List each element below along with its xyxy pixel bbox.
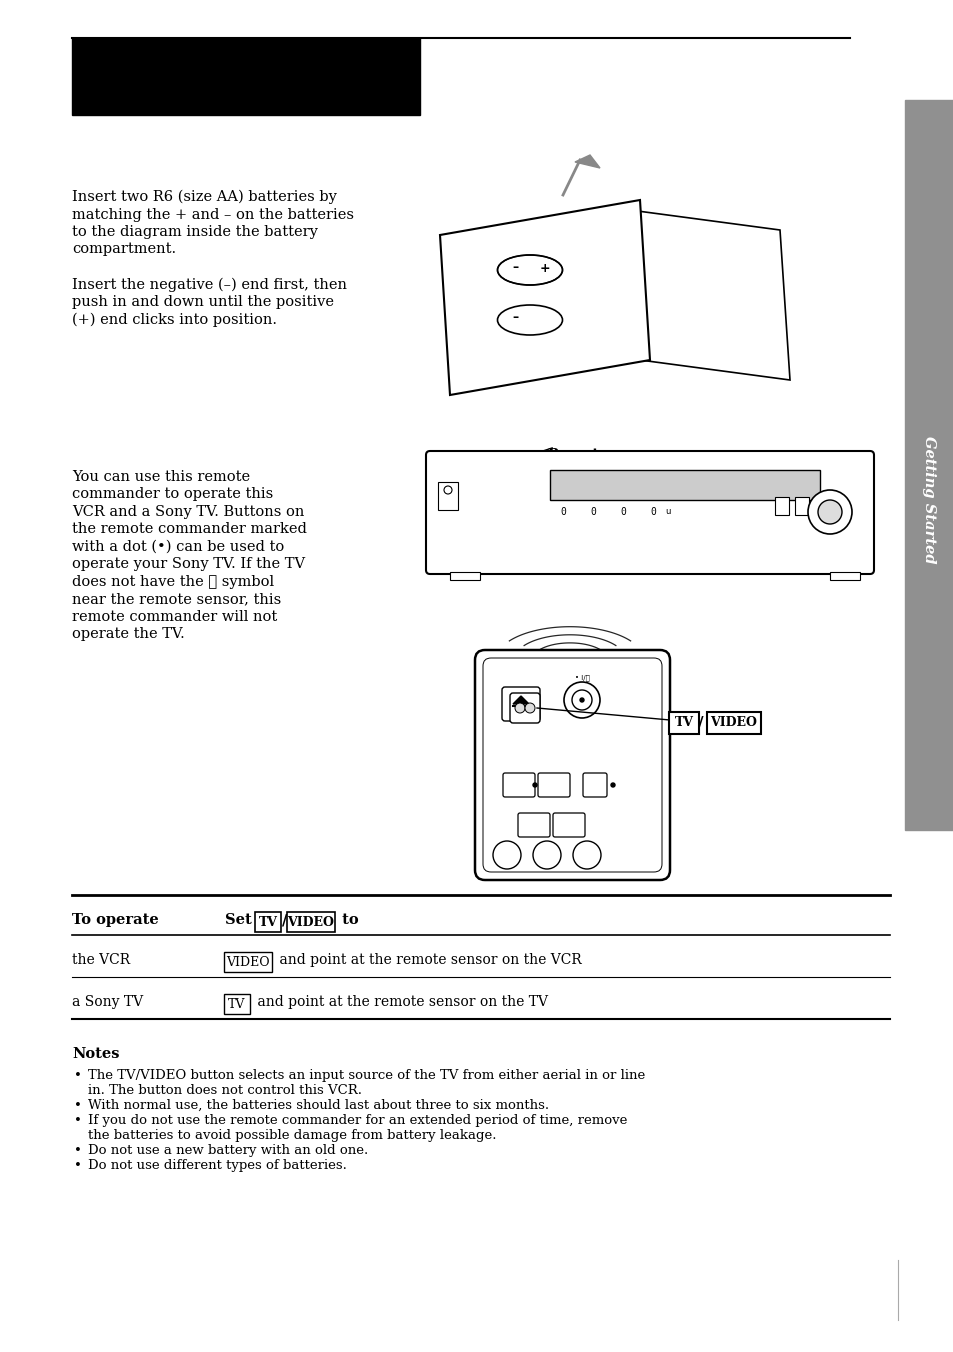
Circle shape [493,841,520,869]
Circle shape [817,500,841,525]
Text: /: / [698,717,703,730]
Circle shape [563,681,599,718]
FancyBboxPatch shape [254,913,281,932]
Bar [794,498,808,515]
FancyBboxPatch shape [537,773,569,796]
Text: VIDEO: VIDEO [287,915,335,929]
Text: operate the TV.: operate the TV. [71,627,185,641]
Text: the batteries to avoid possible damage from battery leakage.: the batteries to avoid possible damage f… [88,1129,496,1142]
Text: near the remote sensor, this: near the remote sensor, this [71,592,281,607]
FancyBboxPatch shape [706,713,760,734]
Text: 0: 0 [559,507,565,516]
Text: Set: Set [225,913,256,927]
Circle shape [515,703,524,713]
Circle shape [579,698,583,702]
FancyBboxPatch shape [224,952,272,972]
Text: •: • [74,1159,82,1172]
Text: •: • [74,1144,82,1157]
Text: Remote sensor: Remote sensor [547,448,663,462]
Text: a Sony TV: a Sony TV [71,995,143,1009]
Polygon shape [513,696,529,704]
Bar [829,572,859,580]
Ellipse shape [497,306,562,335]
Text: 0: 0 [589,507,596,516]
Text: •: • [74,1069,82,1082]
Text: compartment.: compartment. [71,242,176,257]
Circle shape [807,489,851,534]
FancyBboxPatch shape [482,658,661,872]
Text: operate your Sony TV. If the TV: operate your Sony TV. If the TV [71,557,305,572]
Text: VIDEO: VIDEO [710,717,757,730]
Text: to the diagram inside the battery: to the diagram inside the battery [71,224,317,239]
Text: –: – [512,261,517,274]
Ellipse shape [497,256,562,285]
Text: and point at the remote sensor on the TV: and point at the remote sensor on the TV [253,995,547,1009]
Text: Insert the negative (–) end first, then: Insert the negative (–) end first, then [71,277,347,292]
Text: +: + [539,261,550,274]
Polygon shape [629,210,789,380]
Text: commander to operate this: commander to operate this [71,488,273,502]
Text: u: u [664,507,670,516]
Text: Insert two R6 (size AA) batteries by: Insert two R6 (size AA) batteries by [71,191,336,204]
Text: and point at the remote sensor on the VCR: and point at the remote sensor on the VC… [274,953,581,967]
Polygon shape [439,200,649,395]
Text: (+) end clicks into position.: (+) end clicks into position. [71,312,276,327]
FancyBboxPatch shape [510,694,539,723]
Text: Notes: Notes [71,1046,119,1061]
Circle shape [524,703,535,713]
FancyBboxPatch shape [475,650,669,880]
FancyBboxPatch shape [553,813,584,837]
Text: TV: TV [258,915,277,929]
Bar [437,483,457,510]
FancyBboxPatch shape [501,687,539,721]
Text: The TV/VIDEO button selects an input source of the TV from either aerial in or l: The TV/VIDEO button selects an input sou… [88,1069,644,1082]
Circle shape [572,690,592,710]
Bar [450,572,479,580]
FancyBboxPatch shape [502,773,535,796]
Text: Getting Started: Getting Started [921,437,935,564]
Text: in. The button does not control this VCR.: in. The button does not control this VCR… [88,1084,361,1096]
Bar [71,38,419,115]
Text: –: – [512,311,517,324]
Text: Do not use different types of batteries.: Do not use different types of batteries. [88,1159,347,1172]
Text: TV: TV [228,998,246,1010]
FancyBboxPatch shape [668,713,699,734]
Circle shape [533,783,537,787]
Bar [774,498,788,515]
FancyBboxPatch shape [426,452,873,575]
Circle shape [443,485,452,493]
Text: •: • [74,1114,82,1128]
Polygon shape [575,155,599,168]
Bar [904,100,953,830]
Text: TV: TV [674,717,693,730]
Text: with a dot (•) can be used to: with a dot (•) can be used to [71,539,284,554]
FancyBboxPatch shape [582,773,606,796]
Text: VIDEO: VIDEO [226,956,270,968]
Circle shape [573,841,600,869]
Text: /: / [282,913,287,927]
Text: matching the + and – on the batteries: matching the + and – on the batteries [71,207,354,222]
Text: VCR and a Sony TV. Buttons on: VCR and a Sony TV. Buttons on [71,506,304,519]
Text: the VCR: the VCR [71,953,130,967]
Text: If you do not use the remote commander for an extended period of time, remove: If you do not use the remote commander f… [88,1114,627,1128]
Text: With normal use, the batteries should last about three to six months.: With normal use, the batteries should la… [88,1099,549,1111]
Bar [550,470,820,500]
FancyBboxPatch shape [287,913,335,932]
FancyBboxPatch shape [517,813,550,837]
Text: • I/⏻: • I/⏻ [574,675,589,681]
Text: 0: 0 [619,507,625,516]
Circle shape [533,841,560,869]
FancyBboxPatch shape [224,994,250,1014]
Text: the remote commander marked: the remote commander marked [71,522,307,537]
Text: You can use this remote: You can use this remote [71,470,250,484]
Text: does not have the Ⓢ symbol: does not have the Ⓢ symbol [71,575,274,589]
Text: 0: 0 [649,507,655,516]
Text: •: • [74,1099,82,1111]
Text: To operate: To operate [71,913,158,927]
Circle shape [610,783,615,787]
Text: Do not use a new battery with an old one.: Do not use a new battery with an old one… [88,1144,368,1157]
Text: remote commander will not: remote commander will not [71,610,277,625]
Text: to: to [336,913,358,927]
Text: push in and down until the positive: push in and down until the positive [71,295,334,310]
